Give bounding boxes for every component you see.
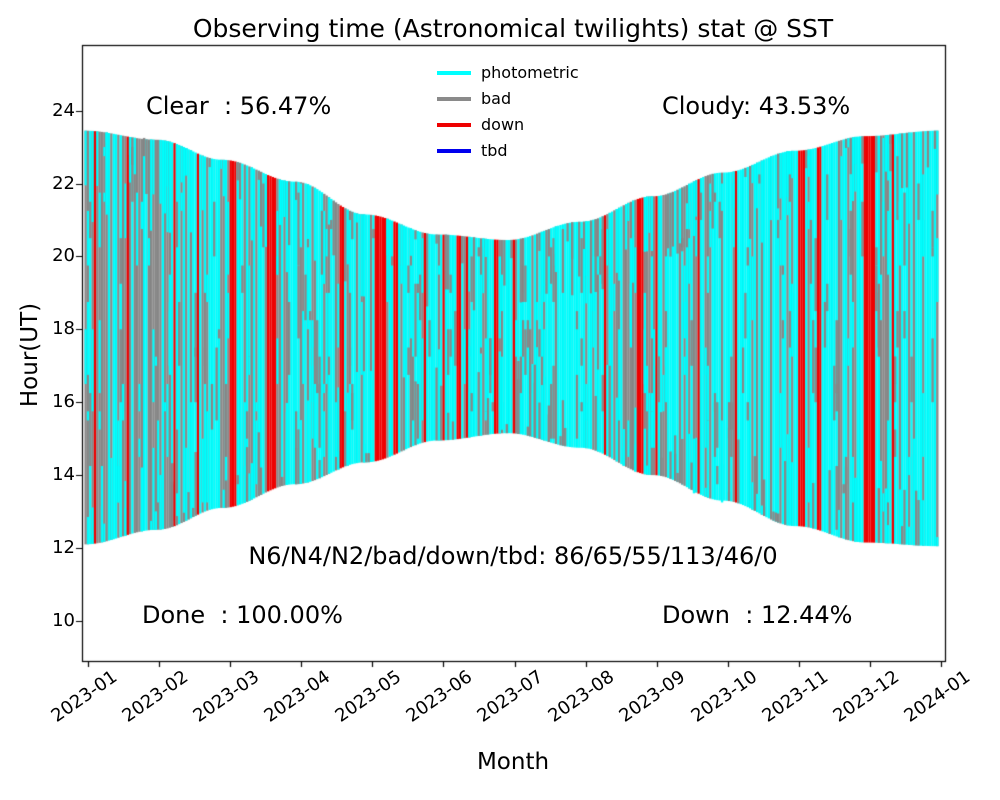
y-tick-label: 16 [52,391,75,413]
legend-swatch-photometric [437,71,471,75]
legend-item-photometric: photometric [437,60,579,86]
legend-label: photometric [481,63,579,82]
legend-swatch-down [437,123,471,127]
annotation-done: Done : 100.00% [142,601,343,629]
y-axis-label: Hour(UT) [17,302,43,408]
legend-item-tbd: tbd [437,138,579,164]
y-tick-label: 12 [52,537,75,558]
legend: photometric bad down tbd [437,60,579,164]
legend-label: down [481,115,525,134]
y-tick-label: 14 [52,464,75,486]
y-tick-label: 10 [52,609,75,631]
x-axis-label: Month [476,749,550,775]
annotation-cloudy: Cloudy: 43.53% [662,92,851,120]
annotation-down: Down : 12.44% [662,601,853,629]
y-tick-label: 18 [52,318,75,340]
chart-title: Observing time (Astronomical twilights) … [192,14,834,43]
y-tick-label: 24 [52,99,75,121]
annotation-clear: Clear : 56.47% [146,92,332,120]
legend-item-down: down [437,112,579,138]
y-tick-label: 20 [52,245,75,267]
annotation-counts: N6/N4/N2/bad/down/tbd: 86/65/55/113/46/0 [248,542,778,570]
legend-item-bad: bad [437,86,579,112]
legend-swatch-bad [437,97,471,101]
legend-label: bad [481,89,512,108]
legend-swatch-tbd [437,149,471,153]
y-tick-label: 22 [52,172,75,194]
legend-label: tbd [481,141,508,160]
